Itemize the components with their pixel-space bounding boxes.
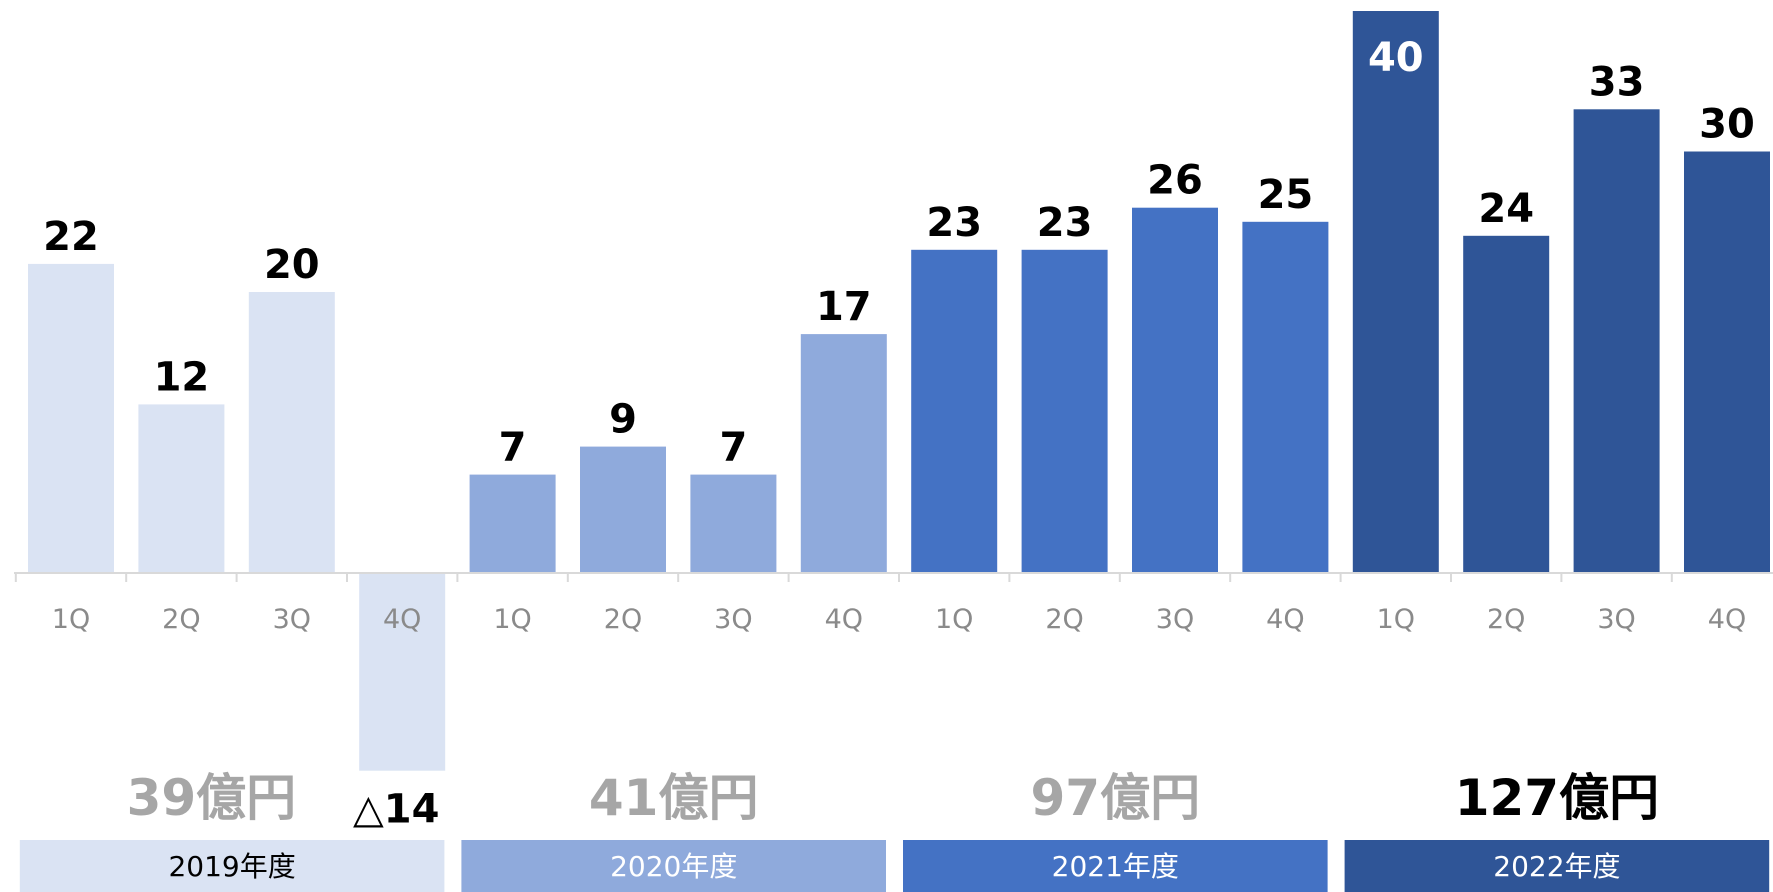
year-band [461, 840, 886, 892]
year-label: 2019年度 [168, 850, 295, 883]
data-label: 25 [1258, 172, 1314, 218]
year-band [1344, 840, 1770, 892]
data-label: 23 [926, 200, 982, 246]
x-tick-label: 4Q [383, 604, 421, 635]
data-label: 33 [1589, 59, 1645, 105]
x-tick-label: 2Q [162, 604, 200, 635]
data-label: 7 [499, 425, 527, 471]
year-total-label: 127億円 [1455, 769, 1659, 827]
bar-10 [1132, 207, 1218, 573]
x-tick-label: 2Q [1045, 604, 1083, 635]
x-tick-label: 1Q [1377, 604, 1415, 635]
data-label: 20 [264, 242, 320, 288]
bar-1 [138, 404, 225, 573]
bar-12 [1352, 11, 1439, 573]
x-tick-label: 3Q [714, 604, 752, 635]
bar-15 [1684, 151, 1770, 573]
x-tick-label: 3Q [1597, 604, 1635, 635]
data-label: 9 [609, 397, 637, 443]
bar-11 [1242, 221, 1329, 574]
x-tick-label: 2Q [1487, 604, 1525, 635]
x-tick-label: 4Q [1266, 604, 1304, 635]
x-tick-label: 3Q [1156, 604, 1194, 635]
bar-0 [28, 263, 114, 573]
bar-2 [248, 292, 335, 573]
bar-3 [359, 574, 446, 771]
data-label: 40 [1368, 35, 1424, 81]
data-label: 26 [1147, 158, 1203, 204]
data-label: 23 [1037, 200, 1093, 246]
data-label: 12 [154, 354, 210, 400]
year-band [903, 840, 1328, 892]
bar-7 [800, 334, 887, 573]
bar-8 [911, 249, 998, 574]
year-total-label: 97億円 [1031, 769, 1201, 827]
bar-14 [1573, 109, 1660, 574]
bar-13 [1463, 235, 1550, 574]
x-tick-label: 3Q [273, 604, 311, 635]
data-label: 30 [1699, 102, 1755, 148]
data-label: △14 [353, 787, 439, 833]
year-label: 2020年度 [610, 850, 737, 883]
x-tick-label: 1Q [935, 604, 973, 635]
data-label: 17 [816, 284, 872, 330]
data-label: 7 [719, 425, 747, 471]
year-label: 2021年度 [1052, 850, 1179, 883]
bar-9 [1021, 249, 1108, 574]
bar-4 [469, 474, 556, 573]
year-label: 2022年度 [1493, 850, 1620, 883]
x-tick-label: 2Q [604, 604, 642, 635]
year-band [19, 840, 445, 892]
year-total-label: 41億円 [589, 769, 759, 827]
x-tick-label: 1Q [493, 604, 531, 635]
bar-5 [580, 446, 666, 574]
year-total-label: 39億円 [127, 769, 297, 827]
x-tick-label: 4Q [1708, 604, 1746, 635]
x-tick-label: 1Q [52, 604, 90, 635]
data-label: 24 [1478, 186, 1534, 232]
x-tick-label: 4Q [825, 604, 863, 635]
bar-6 [690, 474, 777, 573]
data-label: 22 [43, 214, 99, 260]
